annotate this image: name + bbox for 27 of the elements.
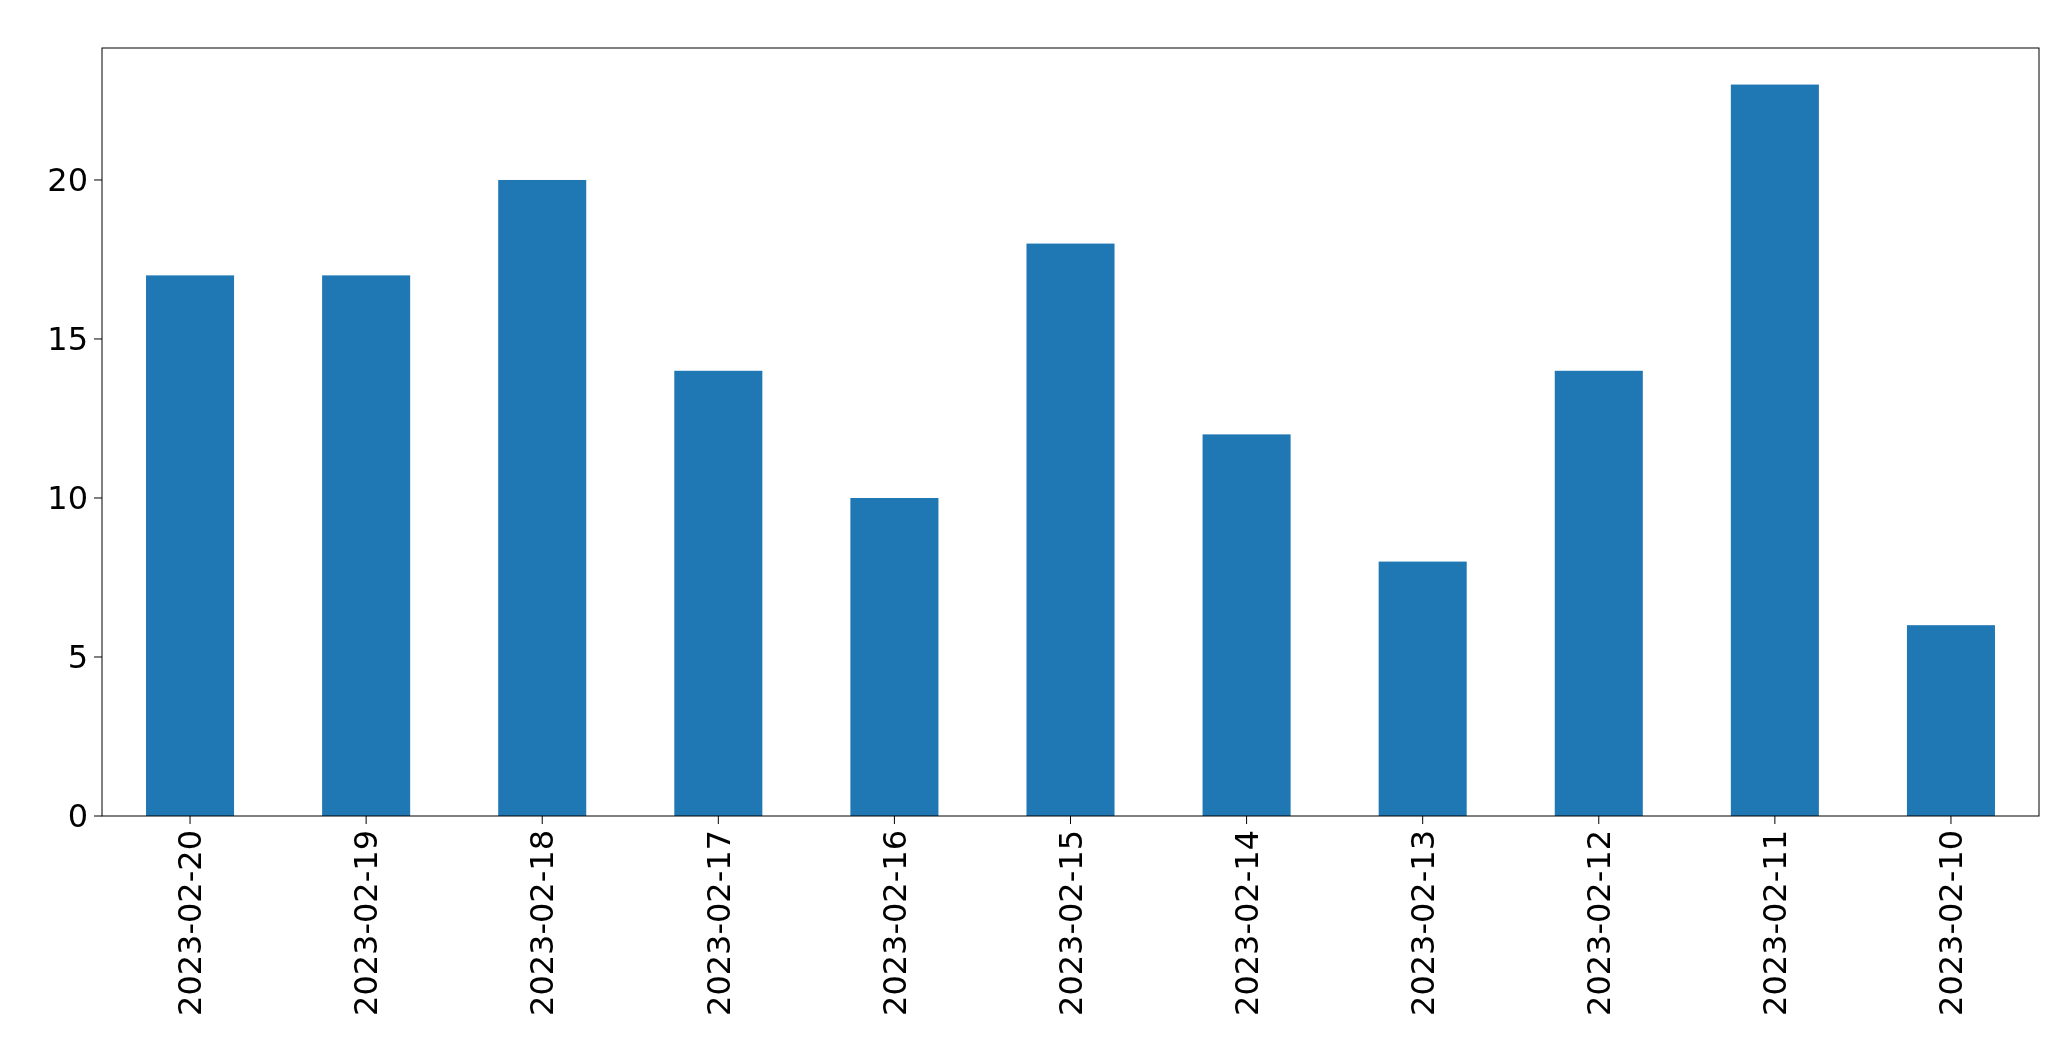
bar (1202, 434, 1291, 816)
x-tick-label: 2023-02-16 (875, 830, 914, 1016)
bar (1906, 625, 1995, 816)
x-tick-label: 2023-02-14 (1227, 830, 1266, 1016)
bar (498, 179, 587, 816)
x-tick-label: 2023-02-11 (1756, 830, 1795, 1016)
bar (1554, 370, 1643, 816)
y-tick-label: 10 (47, 479, 88, 518)
bar (1730, 84, 1819, 816)
bar (674, 370, 763, 816)
y-tick-label: 15 (47, 320, 88, 359)
bar (322, 275, 411, 816)
x-tick-label: 2023-02-12 (1579, 830, 1618, 1016)
y-tick-label: 20 (47, 161, 88, 200)
x-tick-label: 2023-02-17 (699, 830, 738, 1016)
bar (850, 497, 939, 816)
x-tick-label: 2023-02-19 (347, 830, 386, 1016)
y-tick-label: 0 (67, 797, 88, 836)
bar (1026, 243, 1115, 816)
x-tick-label: 2023-02-18 (523, 830, 562, 1016)
x-tick-label: 2023-02-20 (171, 830, 210, 1016)
y-tick-label: 5 (67, 638, 88, 677)
bar (1378, 561, 1467, 816)
x-tick-label: 2023-02-10 (1932, 830, 1971, 1016)
bar (146, 275, 235, 816)
x-tick-label: 2023-02-13 (1403, 830, 1442, 1016)
x-tick-label: 2023-02-15 (1051, 830, 1090, 1016)
